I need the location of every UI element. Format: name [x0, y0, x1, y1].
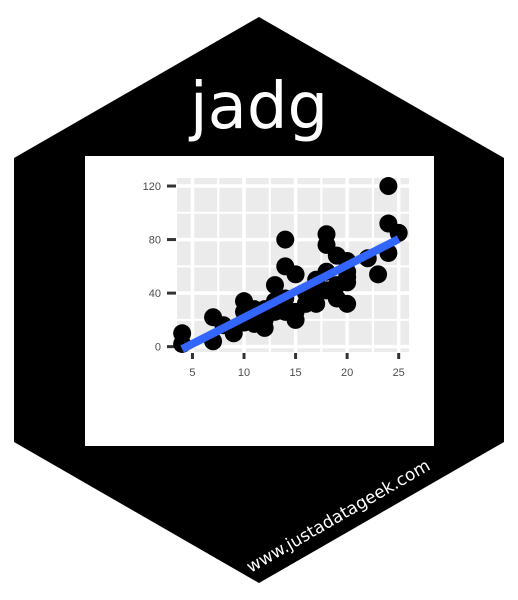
scatter-points	[173, 177, 408, 353]
x-tick-label: 5	[189, 367, 195, 379]
axes: 5 10 15 20 25 0 40 80 120	[143, 181, 405, 379]
scatter-point	[338, 294, 357, 313]
x-tick-label: 20	[341, 367, 353, 379]
scatter-point	[286, 265, 305, 284]
scatter-point	[369, 265, 388, 284]
scatter-point	[265, 276, 284, 295]
y-tick-label: 80	[149, 235, 161, 247]
regression-line	[180, 235, 401, 353]
scatter-point	[379, 177, 398, 196]
x-tick-label: 25	[393, 367, 405, 379]
sticker-title: jadg	[188, 70, 328, 144]
trend-line	[180, 235, 401, 353]
y-tick-label: 120	[143, 181, 161, 193]
x-tick-label: 15	[289, 367, 301, 379]
chart: 5 10 15 20 25 0 40 80 120	[143, 177, 409, 379]
scatter-point	[173, 324, 192, 343]
x-tick-label: 10	[238, 367, 250, 379]
scatter-point	[317, 225, 336, 244]
scatter-point	[276, 230, 295, 249]
y-tick-label: 0	[155, 342, 161, 354]
y-tick-label: 40	[149, 288, 161, 300]
